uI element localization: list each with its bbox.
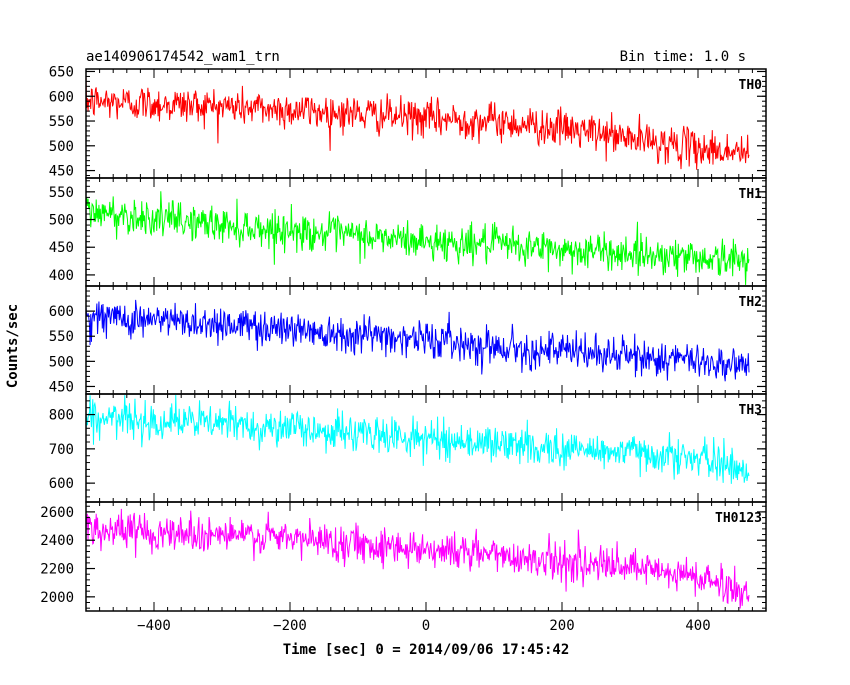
panel-label: TH0 <box>739 78 763 93</box>
panels-group: 450 500 550 600 650 TH0 400 450 500 550 TH1 450 500 5… <box>40 64 767 634</box>
y-tick-label: 500 <box>49 213 74 229</box>
y-tick-label: 600 <box>49 304 74 320</box>
y-tick-label: 700 <box>49 442 74 458</box>
x-tick-label: 200 <box>549 618 574 634</box>
series-th0 <box>86 75 750 170</box>
y-tick-label: 500 <box>49 354 74 370</box>
panel-frame <box>85 501 767 612</box>
series-th3 <box>86 394 750 484</box>
panel-label: TH0123 <box>715 511 762 526</box>
panel-frame <box>85 285 767 395</box>
panel-th1: 400 450 500 550 TH1 <box>49 177 767 287</box>
x-axis-title: Time [sec] 0 = 2014/09/06 17:45:42 <box>283 642 570 658</box>
y-tick-label: 550 <box>49 114 74 130</box>
y-tick-label: 450 <box>49 164 74 180</box>
y-tick-label: 2000 <box>40 590 74 606</box>
series-th1 <box>86 191 750 285</box>
y-tick-label: 800 <box>49 408 74 424</box>
y-tick-label: 400 <box>49 268 74 284</box>
x-tick-label: −400 <box>137 618 171 634</box>
chart-title: ae140906174542_wam1_trn <box>86 49 280 65</box>
y-tick-label: 550 <box>49 185 74 201</box>
panel-th3: 600 700 800 TH3 <box>49 393 767 503</box>
y-tick-label: 500 <box>49 139 74 155</box>
bin-time-label: Bin time: 1.0 s <box>620 49 746 65</box>
series-th2 <box>86 299 750 382</box>
panel-th0: 450 500 550 600 650 TH0 <box>49 64 767 180</box>
y-tick-label: 550 <box>49 329 74 345</box>
x-tick-label: 0 <box>422 618 430 634</box>
y-tick-label: 2600 <box>40 505 74 521</box>
y-tick-label: 2400 <box>40 533 74 549</box>
series-th0123 <box>86 508 750 609</box>
panel-label: TH3 <box>739 403 762 418</box>
panel-label: TH1 <box>739 187 763 202</box>
y-tick-label: 450 <box>49 379 74 395</box>
y-tick-label: 600 <box>49 89 74 105</box>
y-tick-label: 2200 <box>40 562 74 578</box>
y-axis-title: Counts/sec <box>5 304 21 388</box>
y-tick-label: 450 <box>49 240 74 256</box>
y-tick-label: 600 <box>49 476 74 492</box>
x-tick-label: −200 <box>273 618 307 634</box>
panel-th2: 450 500 550 600 TH2 <box>49 285 767 395</box>
x-tick-label: 400 <box>685 618 710 634</box>
panel-label: TH2 <box>739 295 762 310</box>
y-tick-label: 650 <box>49 64 74 80</box>
panel-th0123: 2000 2200 2400 2600 TH0123 <box>40 501 767 612</box>
